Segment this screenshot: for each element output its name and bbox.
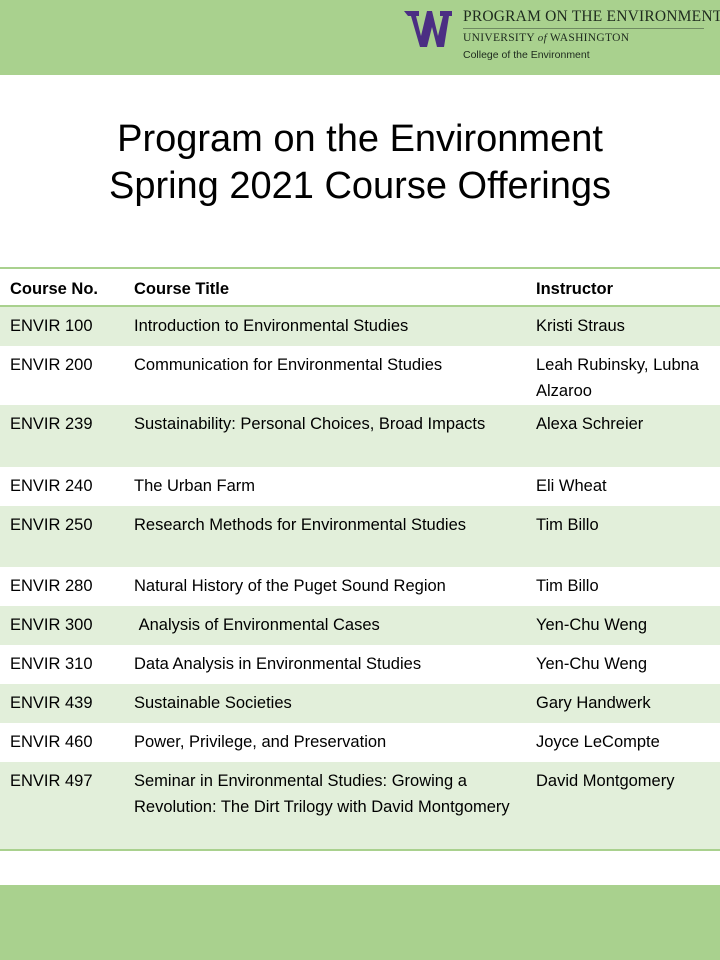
course-number: ENVIR 100 (10, 317, 93, 335)
course-number: ENVIR 439 (10, 694, 93, 712)
course-number: ENVIR 239 (10, 415, 93, 433)
course-title: Communication for Environmental Studies (134, 356, 443, 374)
bottom-banner (0, 885, 720, 960)
course-number: ENVIR 460 (10, 733, 93, 751)
table-row: ENVIR 497 Seminar in Environmental Studie… (0, 762, 720, 849)
course-number: ENVIR 250 (10, 516, 93, 534)
logo-university: UNIVERSITY of WASHINGTON (463, 32, 630, 44)
instructor-name: Gary Handwerk (536, 694, 651, 712)
instructor-name: Leah Rubinsky, Lubna Alzaroo (536, 356, 699, 400)
course-number: ENVIR 280 (10, 577, 93, 595)
table-row: ENVIR 250 Research Methods for Environmen… (0, 506, 720, 567)
course-title: Power, Privilege, and Preservation (134, 733, 387, 751)
table-row: ENVIR 240 The Urban Farm Eli Wheat (0, 467, 720, 506)
course-number: ENVIR 497 (10, 772, 93, 790)
instructor-name: Kristi Straus (536, 317, 625, 335)
logo-college: College of the Environment (463, 49, 590, 61)
table-row: ENVIR 300 Analysis of Environmental Case… (0, 606, 720, 645)
course-title: Analysis of Environmental Cases (134, 616, 380, 634)
instructor-name: Alexa Schreier (536, 415, 644, 433)
course-title: Introduction to Environmental Studies (134, 317, 409, 335)
title-line-2: Spring 2021 Course Offerings (108, 165, 612, 207)
table-row: ENVIR 439 Sustainable Societies Gary Handw… (0, 684, 720, 723)
course-title: Natural History of the Puget Sound Regio… (134, 577, 446, 595)
table-row: ENVIR 460 Power, Privilege, and Preservat… (0, 723, 720, 762)
course-table: Course No. Course Title Instructor ENVIR… (0, 267, 720, 851)
column-header-course-no: Course No. (10, 280, 99, 298)
instructor-name: David Montgomery (536, 772, 675, 790)
instructor-name: Joyce LeCompte (536, 733, 660, 751)
course-number: ENVIR 200 (10, 356, 93, 374)
column-header-course-title: Course Title (134, 280, 230, 298)
course-number: ENVIR 240 (10, 477, 93, 495)
course-number: ENVIR 310 (10, 655, 93, 673)
table-row: ENVIR 200 Communication for Environmental… (0, 346, 720, 405)
course-title: Seminar in Environmental Studies: Growin… (134, 772, 510, 816)
course-title: Sustainability: Personal Choices, Broad … (134, 415, 486, 433)
column-header-instructor: Instructor (536, 280, 614, 298)
program-logo-text: PROGRAM ON THE ENVIRONMENT UNIVERSITY of… (463, 8, 720, 61)
table-row: ENVIR 280 Natural History of the Puget So… (0, 567, 720, 606)
instructor-name: Yen-Chu Weng (536, 655, 647, 673)
table-row: ENVIR 239 Sustainability: Personal Choice… (0, 405, 720, 467)
instructor-name: Tim Billo (536, 516, 599, 534)
table-row: ENVIR 100 Introduction to Environmental S… (0, 307, 720, 346)
instructor-name: Tim Billo (536, 577, 599, 595)
logo-program-name: PROGRAM ON THE ENVIRONMENT (463, 8, 720, 29)
course-title: The Urban Farm (134, 477, 256, 495)
instructor-name: Yen-Chu Weng (536, 616, 647, 634)
course-title: Research Methods for Environmental Studi… (134, 516, 466, 534)
title-line-1: Program on the Environment (117, 118, 603, 160)
course-number: ENVIR 300 (10, 616, 93, 634)
course-title: Sustainable Societies (134, 694, 292, 712)
uw-logo-icon (404, 11, 452, 47)
table-header: Course No. Course Title Instructor (0, 269, 720, 307)
table-row: ENVIR 310 Data Analysis in Environmental … (0, 645, 720, 684)
page-title: Program on the Environment Spring 2021 C… (0, 116, 720, 210)
instructor-name: Eli Wheat (536, 477, 607, 495)
course-title: Data Analysis in Environmental Studies (134, 655, 422, 673)
top-banner: PROGRAM ON THE ENVIRONMENT UNIVERSITY of… (0, 0, 720, 75)
